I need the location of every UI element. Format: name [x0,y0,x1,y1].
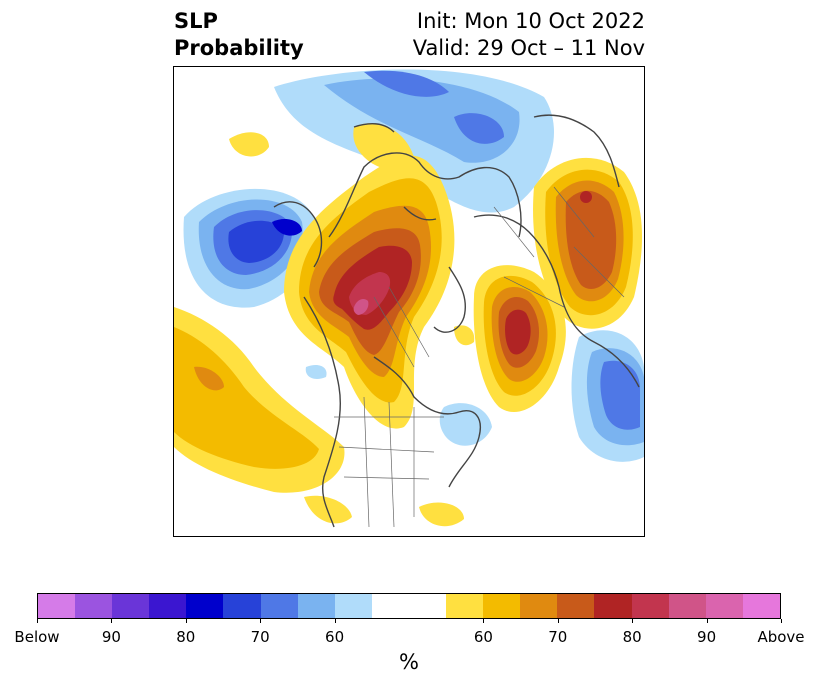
colorbar-segment [371,594,409,618]
init-date: Init: Mon 10 Oct 2022 [416,9,645,33]
colorbar-tick-mark [111,619,113,623]
warm-anomaly-subtropical [174,307,345,493]
colorbar-segment [408,594,447,618]
colorbar-tick-label: 80 [622,628,642,646]
colorbar-tick-label: 60 [325,628,345,646]
warm-blob-north [353,123,414,171]
colorbar-tick-label: 70 [548,628,568,646]
colorbar-tick-mark [557,619,559,623]
warm-blob-west [229,132,269,157]
colorbar-tick-label: Above [757,628,805,646]
colorbar-tick-mark [185,619,187,623]
map-canvas [174,67,644,536]
colorbar-segment [112,594,150,618]
colorbar-segment [483,594,521,618]
colorbar-segment [260,594,298,618]
blue-anomaly-pacific [183,188,316,308]
colorbar-tick-mark [334,619,336,623]
title-variable: SLP [174,9,218,33]
colorbar-segment [38,594,76,618]
colorbar-tick-mark [260,619,262,623]
colorbar-segment [557,594,595,618]
map-title: SLP Probability [174,8,304,62]
colorbar-tick-label: 60 [473,628,493,646]
colorbar-segment [594,594,632,618]
colorbar-tick-label: 90 [697,628,717,646]
colorbar-unit: % [399,650,419,674]
borders [334,186,625,528]
map-dates: Init: Mon 10 Oct 2022 Valid: 29 Oct – 11… [413,8,645,62]
warm-anomaly-siberia [533,157,643,329]
colorbar-segment [446,594,484,618]
warm-anomaly-atlantic [473,265,566,413]
colorbar-segment [742,594,780,618]
colorbar-tick-mark [706,619,708,623]
warm-blob-south2 [419,502,464,527]
warm-anomaly-alaska [284,155,455,429]
colorbar-segment [668,594,706,618]
colorbar-segment [705,594,743,618]
coastlines [273,114,640,528]
colorbar-segment [149,594,187,618]
colorbar-tick-label: 70 [250,628,270,646]
blue-anomaly-arctic [274,69,554,213]
colorbar-tick-mark [37,619,38,623]
colorbar-segment [223,594,261,618]
warm-blob-mid [454,325,475,346]
colorbar-tick-label: 80 [176,628,196,646]
probability-map [173,66,645,537]
title-product: Probability [174,36,304,60]
colorbar-segment [75,594,113,618]
valid-range: Valid: 29 Oct – 11 Nov [412,36,645,60]
blue-blob-small [305,365,327,379]
warm-blob-south1 [304,495,352,524]
colorbar-segment [297,594,335,618]
colorbar-segment [631,594,669,618]
colorbar-tick-mark [781,619,782,623]
colorbar-tick-mark [632,619,634,623]
colorbar-segment [334,594,372,618]
colorbar-segment [520,594,558,618]
colorbar-segment [186,594,224,618]
colorbar-tick-label: 90 [101,628,121,646]
colorbar-tick-mark [483,619,485,623]
colorbar [37,593,781,619]
colorbar-tick-label: Below [14,628,60,646]
